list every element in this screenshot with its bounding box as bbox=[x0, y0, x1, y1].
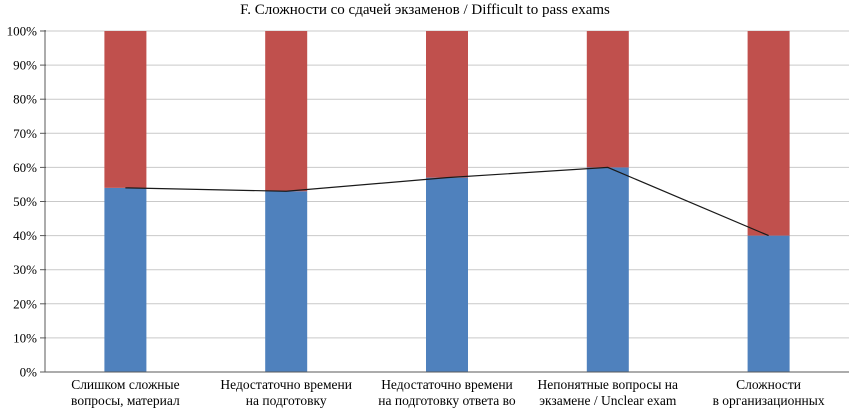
y-axis-tick-label: 0% bbox=[20, 365, 38, 380]
stacked-bar-blue-segment bbox=[426, 177, 468, 372]
stacked-bar-red-segment bbox=[586, 31, 629, 168]
stacked-bar-blue-segment bbox=[265, 191, 308, 372]
stacked-bar-blue-segment bbox=[586, 167, 629, 372]
stacked-bar-red-segment bbox=[265, 31, 308, 192]
stacked-bar-red-segment bbox=[747, 31, 790, 236]
chart-title: F. Сложности со сдачей экзаменов / Diffi… bbox=[240, 2, 610, 18]
y-axis-tick-label: 90% bbox=[13, 58, 37, 73]
y-axis-tick-label: 10% bbox=[13, 330, 37, 345]
y-axis-tick-label: 30% bbox=[13, 262, 37, 277]
y-axis-tick-label: 20% bbox=[13, 296, 37, 311]
y-axis-tick-label: 60% bbox=[13, 160, 37, 175]
stacked-bar-blue-segment bbox=[104, 187, 147, 372]
stacked-bar-red-segment bbox=[104, 31, 147, 188]
y-axis-tick-label: 80% bbox=[13, 92, 37, 107]
stacked-bar-blue-segment bbox=[747, 235, 790, 372]
y-axis-tick-label: 70% bbox=[13, 126, 37, 141]
y-axis-tick-label: 100% bbox=[7, 24, 38, 39]
stacked-bar-red-segment bbox=[426, 31, 468, 178]
line-series bbox=[125, 166, 769, 237]
y-axis-tick-label: 40% bbox=[13, 228, 37, 243]
y-axis-tick-label: 50% bbox=[13, 194, 37, 209]
